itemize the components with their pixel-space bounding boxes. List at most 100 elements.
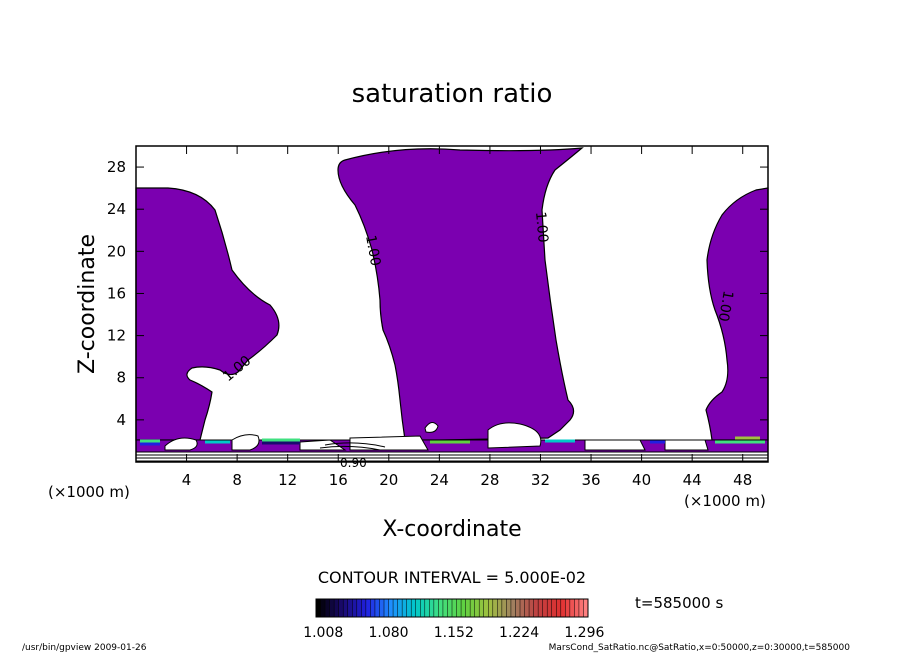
colorbar-segment [524,599,530,617]
x-tick-label: 24 [430,471,449,489]
y-tick-label: 20 [107,242,126,260]
colorbar-segment [565,599,571,617]
colorbar-tick-label: 1.080 [368,625,408,641]
footer-right: MarsCond_SatRatio.nc@SatRatio,x=0:50000,… [549,643,851,653]
x-axis: 4 8 12 16 20 24 28 32 36 40 44 48 [182,146,752,489]
contour-interval: CONTOUR INTERVAL = 5.000E-02 [318,568,586,587]
colorbar-segment [578,599,584,617]
saturated-regions [135,147,769,462]
colorbar-segment [347,599,353,617]
colorbar-segment [397,599,403,617]
y-tick-label: 28 [107,158,126,176]
colorbar-segment [497,599,503,617]
colorbar-segment [370,599,376,617]
plot-frame [135,145,769,463]
region-left [135,187,280,441]
colorbar-segment [538,599,543,617]
chart-title: saturation ratio [352,79,553,109]
colorbar-segment [542,599,548,617]
contour-label: 1.00 [715,289,736,322]
colorbar-tick-label: 1.008 [303,625,343,641]
colorbar-segment [560,599,566,617]
colorbar-segment [474,599,480,617]
colorbar-segment [384,599,389,617]
colorbar-segment [374,599,380,617]
colorbar-segment [406,599,412,617]
colorbar-segment [488,599,494,617]
colorbar-segment [343,599,349,617]
colorbar-segment [556,599,562,617]
x-tick-label: 16 [329,471,348,489]
colorbar-segment [569,599,575,617]
x-tick-label: 32 [531,471,550,489]
colorbar-segment [420,599,426,617]
colorbar-tick-label: 1.152 [434,625,474,641]
x-axis-label: X-coordinate [382,517,521,542]
colorbar-segment [361,599,367,617]
colorbar-segment [483,599,489,617]
colorbar-segment [574,599,580,617]
colorbar-segment [393,599,398,617]
colorbar-segment [547,599,553,617]
y-axis-label: Z-coordinate [75,234,100,374]
colorbar-segment [551,599,557,617]
colorbar-segment [325,599,330,617]
x-tick-label: 8 [232,471,242,489]
colorbar-tick-label: 1.296 [564,625,604,641]
colorbar-segment [379,599,385,617]
colorbar-segment [442,599,448,617]
colorbar-segment [479,599,485,617]
time-label: t=585000 s [635,594,723,612]
x-tick-label: 36 [581,471,600,489]
colorbar-segment [429,599,435,617]
colorbar-segment [520,599,525,617]
colorbar-segment [415,599,421,617]
colorbar-segment [402,599,407,617]
colorbar-frame [315,598,589,618]
y-axis: 4 8 12 16 20 24 28 [107,158,768,429]
contour-label: 0.90 [340,456,367,470]
colorbar-segment [461,599,466,617]
colorbar-segment [438,599,444,617]
colorbar-segment [529,599,534,617]
colorbar [315,599,589,617]
colorbar-segment [452,599,457,617]
region-right [705,187,769,441]
colorbar-segment [447,599,453,617]
colorbar-segment [501,599,507,617]
colorbar-segment [329,599,335,617]
colorbar-segment [583,599,589,617]
colorbar-segment [533,599,539,617]
colorbar-segment [334,599,339,617]
y-tick-label: 4 [116,411,126,429]
colorbar-segment [316,599,321,617]
colorbar-segment [465,599,471,617]
x-tick-label: 4 [182,471,192,489]
colorbar-segment [456,599,462,617]
colorbar-segment [411,599,417,617]
y-tick-label: 12 [107,327,126,345]
colorbar-tick-label: 1.224 [499,625,539,641]
region-center [337,147,584,441]
colorbar-segment [506,599,512,617]
contour-label: 1.00 [532,211,551,243]
x-tick-label: 28 [480,471,499,489]
colorbar-segment [320,599,326,617]
y-tick-label: 16 [107,284,126,302]
colorbar-segment [356,599,362,617]
colorbar-segment [352,599,358,617]
y-tick-label: 8 [116,369,126,387]
colorbar-segment [424,599,430,617]
colorbar-segment [338,599,344,617]
y-tick-label: 24 [107,200,126,218]
colorbar-segment [433,599,439,617]
colorbar-segment [515,599,521,617]
x-tick-label: 48 [733,471,752,489]
colorbar-segment [510,599,516,617]
contour-label: 1.00 [362,234,383,267]
colorbar-segment [388,599,394,617]
z-unit-label: (×1000 m) [48,483,130,501]
colorbar-segment [365,599,371,617]
x-tick-label: 40 [632,471,651,489]
